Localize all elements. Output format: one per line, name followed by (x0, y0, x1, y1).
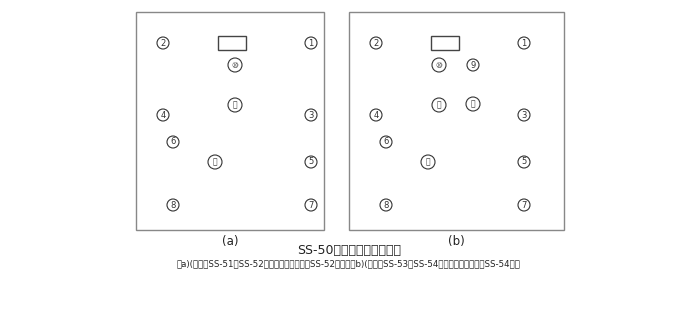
Circle shape (518, 109, 530, 121)
Circle shape (228, 98, 242, 112)
Circle shape (305, 37, 317, 49)
Text: 4: 4 (373, 110, 379, 119)
Text: 3: 3 (308, 110, 314, 119)
Text: ⑫: ⑫ (437, 100, 441, 110)
Text: ⑪: ⑪ (470, 100, 475, 109)
Text: 9: 9 (470, 61, 475, 70)
Text: 1: 1 (521, 38, 526, 47)
Bar (431, 36, 459, 50)
Circle shape (208, 155, 222, 169)
Bar (349, 12, 564, 230)
Bar (155, 130, 260, 215)
Circle shape (432, 58, 446, 72)
Circle shape (167, 199, 179, 211)
Text: t1: t1 (470, 112, 482, 122)
Circle shape (518, 37, 530, 49)
Circle shape (167, 136, 179, 148)
Text: 2: 2 (373, 38, 379, 47)
Text: 5: 5 (308, 158, 314, 167)
Text: t2: t2 (439, 113, 449, 123)
Bar (218, 36, 246, 50)
Circle shape (157, 109, 169, 121)
Circle shape (305, 156, 317, 168)
Text: ⑱: ⑱ (426, 158, 431, 167)
Text: ⑩: ⑩ (435, 61, 442, 70)
Text: 6: 6 (383, 138, 389, 147)
Text: 1: 1 (308, 38, 314, 47)
Circle shape (421, 155, 435, 169)
Circle shape (466, 97, 480, 111)
Text: 7: 7 (521, 201, 526, 209)
Circle shape (518, 156, 530, 168)
Bar (136, 12, 324, 230)
Circle shape (305, 199, 317, 211)
Bar (368, 130, 473, 215)
Text: ⑱: ⑱ (212, 158, 217, 167)
Text: 6: 6 (171, 138, 175, 147)
Circle shape (370, 37, 382, 49)
Circle shape (380, 199, 392, 211)
Text: 4: 4 (160, 110, 166, 119)
Text: ⑩: ⑩ (231, 61, 238, 70)
Text: 5: 5 (521, 158, 526, 167)
Circle shape (380, 136, 392, 148)
Circle shape (157, 37, 169, 49)
Text: ⑫: ⑫ (233, 100, 238, 110)
Circle shape (518, 199, 530, 211)
Circle shape (370, 109, 382, 121)
Text: SS-50系列背后端子接线图: SS-50系列背后端子接线图 (297, 243, 401, 256)
Text: （a)(背视）SS-51、SS-52型，图中虚线部分仅SS-52型有；（b)(背视）SS-53、SS-54型，图中虚线部分仅SS-54型有: （a)(背视）SS-51、SS-52型，图中虚线部分仅SS-52型有；（b)(背… (177, 260, 521, 269)
Text: 8: 8 (171, 201, 175, 209)
Circle shape (305, 109, 317, 121)
Text: (a): (a) (222, 236, 238, 248)
Circle shape (467, 59, 479, 71)
Circle shape (228, 58, 242, 72)
Text: 3: 3 (521, 110, 526, 119)
Text: (b): (b) (448, 236, 465, 248)
Text: 7: 7 (308, 201, 314, 209)
Circle shape (432, 98, 446, 112)
Text: 8: 8 (383, 201, 389, 209)
Text: 2: 2 (160, 38, 166, 47)
